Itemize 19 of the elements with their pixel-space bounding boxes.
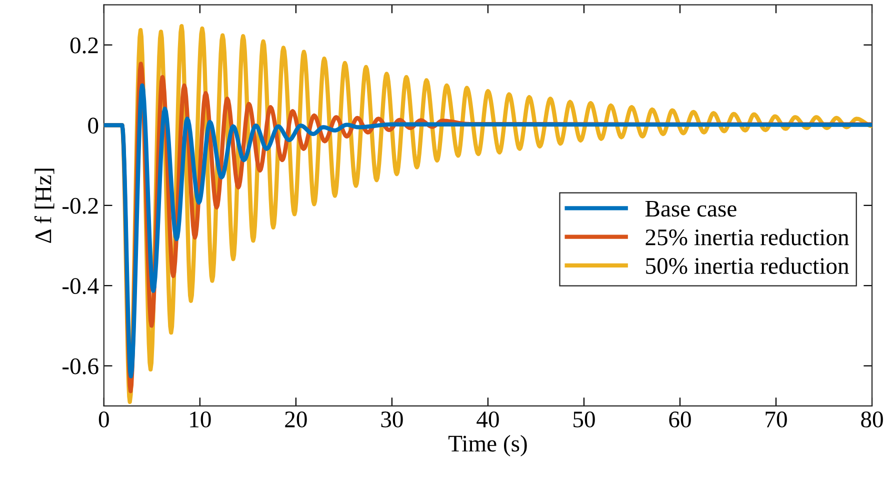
legend-label: 50% inertia reduction (646, 257, 849, 274)
x-tick-label: 10 (190, 411, 211, 428)
x-tick-label: 50 (574, 411, 595, 428)
x-tick-label: 30 (381, 411, 403, 428)
legend-label: Base case (645, 200, 736, 217)
y-axis-title: Δ f [Hz] (34, 168, 54, 243)
y-tick-label: 0.2 (70, 37, 98, 54)
y-tick-label: 0 (88, 118, 98, 134)
x-tick-label: 40 (476, 411, 499, 428)
x-tick-label: 80 (861, 411, 883, 428)
y-tick-label: -0.2 (62, 198, 98, 214)
legend-label: 25% inertia reduction (646, 228, 849, 246)
y-tick-label: -0.6 (62, 358, 98, 374)
x-axis-title: Time (s) (448, 434, 527, 456)
y-tick-label: -0.4 (62, 278, 99, 294)
x-tick-label: 70 (766, 411, 787, 428)
x-tick-label: 0 (98, 411, 109, 428)
x-tick-label: 60 (669, 411, 691, 428)
x-tick-label: 20 (285, 411, 307, 428)
